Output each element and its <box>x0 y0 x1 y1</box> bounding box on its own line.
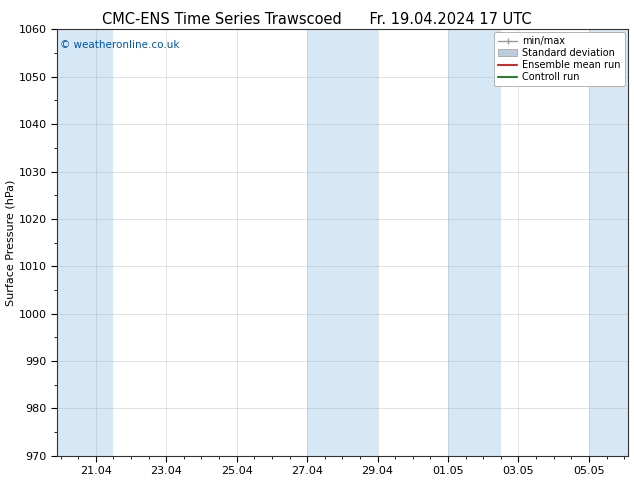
Text: © weatheronline.co.uk: © weatheronline.co.uk <box>60 40 179 50</box>
Bar <box>589 29 628 456</box>
Bar <box>57 29 113 456</box>
Legend: min/max, Standard deviation, Ensemble mean run, Controll run: min/max, Standard deviation, Ensemble me… <box>494 32 624 86</box>
Bar <box>307 29 378 456</box>
Text: CMC-ENS Time Series Trawscoed      Fr. 19.04.2024 17 UTC: CMC-ENS Time Series Trawscoed Fr. 19.04.… <box>102 12 532 27</box>
Bar <box>448 29 501 456</box>
Y-axis label: Surface Pressure (hPa): Surface Pressure (hPa) <box>6 179 16 306</box>
